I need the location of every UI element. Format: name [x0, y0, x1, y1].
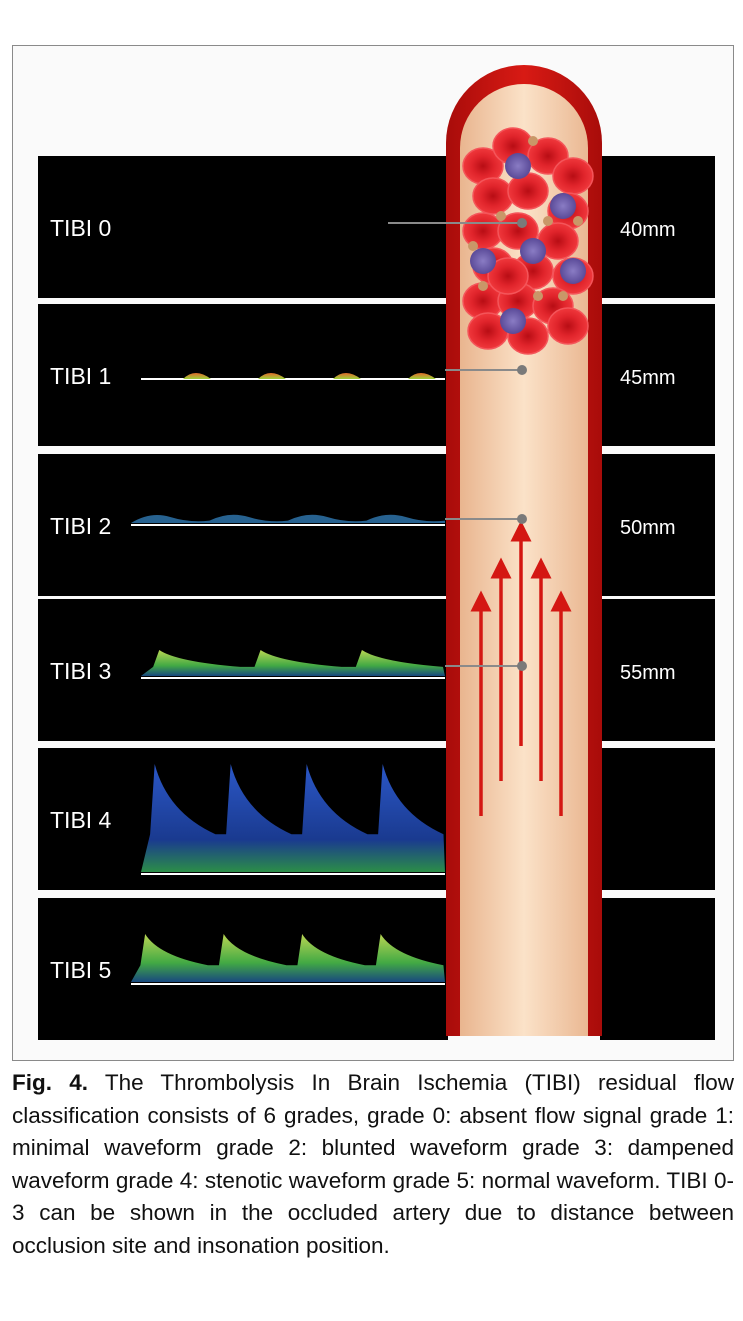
grade-label-0: TIBI 0	[50, 215, 111, 241]
platelet-1	[496, 211, 506, 221]
red-blood-cell-3	[552, 157, 594, 195]
panel-right-3	[600, 599, 715, 741]
panel-right-5	[600, 898, 715, 1040]
platelet-0	[528, 136, 538, 146]
tibi1-blip-0	[183, 373, 211, 379]
white-blood-cell-5	[500, 308, 526, 334]
distance-label-0: 40mm	[620, 219, 676, 241]
pointer-dot-0	[517, 218, 527, 228]
distance-label-3: 55mm	[620, 662, 676, 684]
platelet-2	[543, 216, 553, 226]
figure-frame: TIBI 0 40mm TIBI 1 45mm TIBI 2 50mm TIBI 3 55mm…	[12, 45, 734, 1061]
tibi-diagram: TIBI 0 40mm TIBI 1 45mm TIBI 2 50mm TIBI 3 55mm…	[38, 65, 715, 1040]
panel-right-1	[600, 304, 715, 446]
panel-left-0	[38, 156, 448, 298]
distance-label-1: 45mm	[620, 367, 676, 389]
panel-right-0	[600, 156, 715, 298]
distance-label-2: 50mm	[620, 517, 676, 539]
tibi2-waveform	[131, 514, 445, 523]
white-blood-cell-4	[560, 258, 586, 284]
grade-label-1: TIBI 1	[50, 363, 111, 389]
platelet-6	[478, 281, 488, 291]
tibi1-blip-2	[333, 373, 361, 379]
platelet-4	[573, 216, 583, 226]
white-blood-cell-1	[550, 193, 576, 219]
flow-arrows	[470, 520, 572, 816]
panel-left-1	[38, 304, 448, 446]
caption-text: The Thrombolysis In Brain Ischemia (TIBI…	[12, 1070, 734, 1258]
tibi1-blip-3	[408, 373, 436, 379]
caption-label: Fig. 4.	[12, 1070, 88, 1095]
grade-label-2: TIBI 2	[50, 513, 111, 539]
platelet-5	[533, 291, 543, 301]
pointer-dot-2	[517, 514, 527, 524]
tibi1-blip-1	[258, 373, 286, 379]
blood-clot	[462, 127, 594, 355]
figure-caption: Fig. 4. The Thrombolysis In Brain Ischem…	[12, 1067, 734, 1262]
pointer-dot-3	[517, 661, 527, 671]
white-blood-cell-0	[505, 153, 531, 179]
panel-right-2	[600, 454, 715, 596]
tibi4-waveform	[141, 764, 445, 872]
grade-label-3: TIBI 3	[50, 658, 111, 684]
pointer-dot-1	[517, 365, 527, 375]
red-blood-cell-4	[472, 177, 514, 215]
white-blood-cell-3	[520, 238, 546, 264]
grade-label-4: TIBI 4	[50, 807, 112, 833]
white-blood-cell-2	[470, 248, 496, 274]
platelet-3	[468, 241, 478, 251]
grade-label-5: TIBI 5	[50, 957, 111, 983]
red-blood-cell-19	[487, 257, 529, 295]
red-blood-cell-5	[507, 172, 549, 210]
red-blood-cell-18	[547, 307, 589, 345]
tibi5-waveform	[131, 934, 445, 982]
tibi3-waveform	[141, 650, 445, 676]
insonation-pointers	[388, 218, 527, 671]
platelet-7	[558, 291, 568, 301]
panel-right-4	[600, 748, 715, 890]
